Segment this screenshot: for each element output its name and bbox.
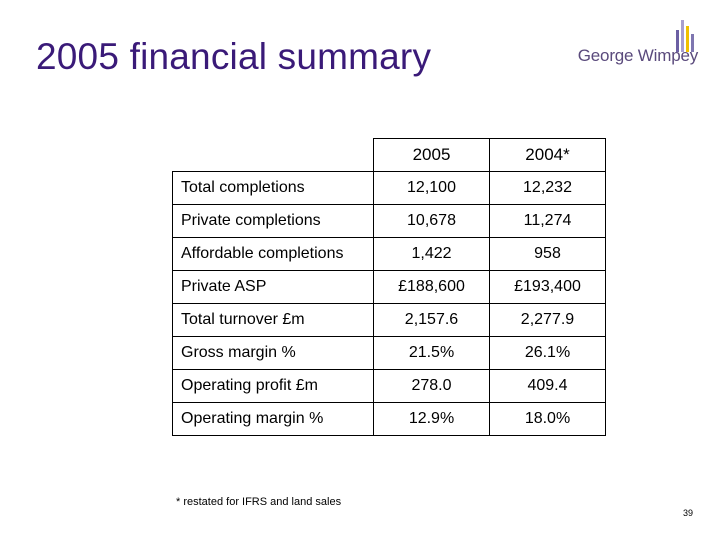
page-number: 39 [683,508,694,518]
financial-summary-table: 2005 2004* Total completions 12,100 12,2… [172,138,606,436]
header-blank-cell [173,139,374,172]
page-title: 2005 financial summary [36,36,432,77]
column-header-2005: 2005 [373,138,490,172]
row-label: Affordable completions [172,237,374,271]
table-header-row: 2005 2004* [173,138,606,172]
value-2004: £193,400 [489,270,606,304]
value-2005: 21.5% [373,336,490,370]
row-label: Gross margin % [172,336,374,370]
value-2005: 278.0 [373,369,490,403]
value-2004: 12,232 [489,171,606,205]
value-2005: 12,100 [373,171,490,205]
value-2005: 10,678 [373,204,490,238]
row-label: Operating margin % [172,402,374,436]
logo-text: George Wimpey [577,46,698,65]
value-2005: 1,422 [373,237,490,271]
value-2004: 958 [489,237,606,271]
value-2004: 18.0% [489,402,606,436]
value-2004: 409.4 [489,369,606,403]
table-row: Affordable completions 1,422 958 [172,237,606,271]
value-2005: 2,157.6 [373,303,490,337]
table-row: Operating profit £m 278.0 409.4 [172,369,606,403]
value-2004: 2,277.9 [489,303,606,337]
table-row: Private completions 10,678 11,274 [172,204,606,238]
row-label: Total turnover £m [172,303,374,337]
logo-bars-icon [676,20,698,52]
footnote: * restated for IFRS and land sales [176,496,342,508]
value-2004: 26.1% [489,336,606,370]
table-row: Gross margin % 21.5% 26.1% [172,336,606,370]
table-row: Private ASP £188,600 £193,400 [172,270,606,304]
table-row: Operating margin % 12.9% 18.0% [172,402,606,436]
row-label: Private completions [172,204,374,238]
value-2005: £188,600 [373,270,490,304]
george-wimpey-logo: George Wimpey [568,20,698,70]
row-label: Operating profit £m [172,369,374,403]
column-header-2004: 2004* [489,138,606,172]
row-label: Private ASP [172,270,374,304]
table-row: Total completions 12,100 12,232 [172,171,606,205]
value-2004: 11,274 [489,204,606,238]
row-label: Total completions [172,171,374,205]
table-row: Total turnover £m 2,157.6 2,277.9 [172,303,606,337]
value-2005: 12.9% [373,402,490,436]
